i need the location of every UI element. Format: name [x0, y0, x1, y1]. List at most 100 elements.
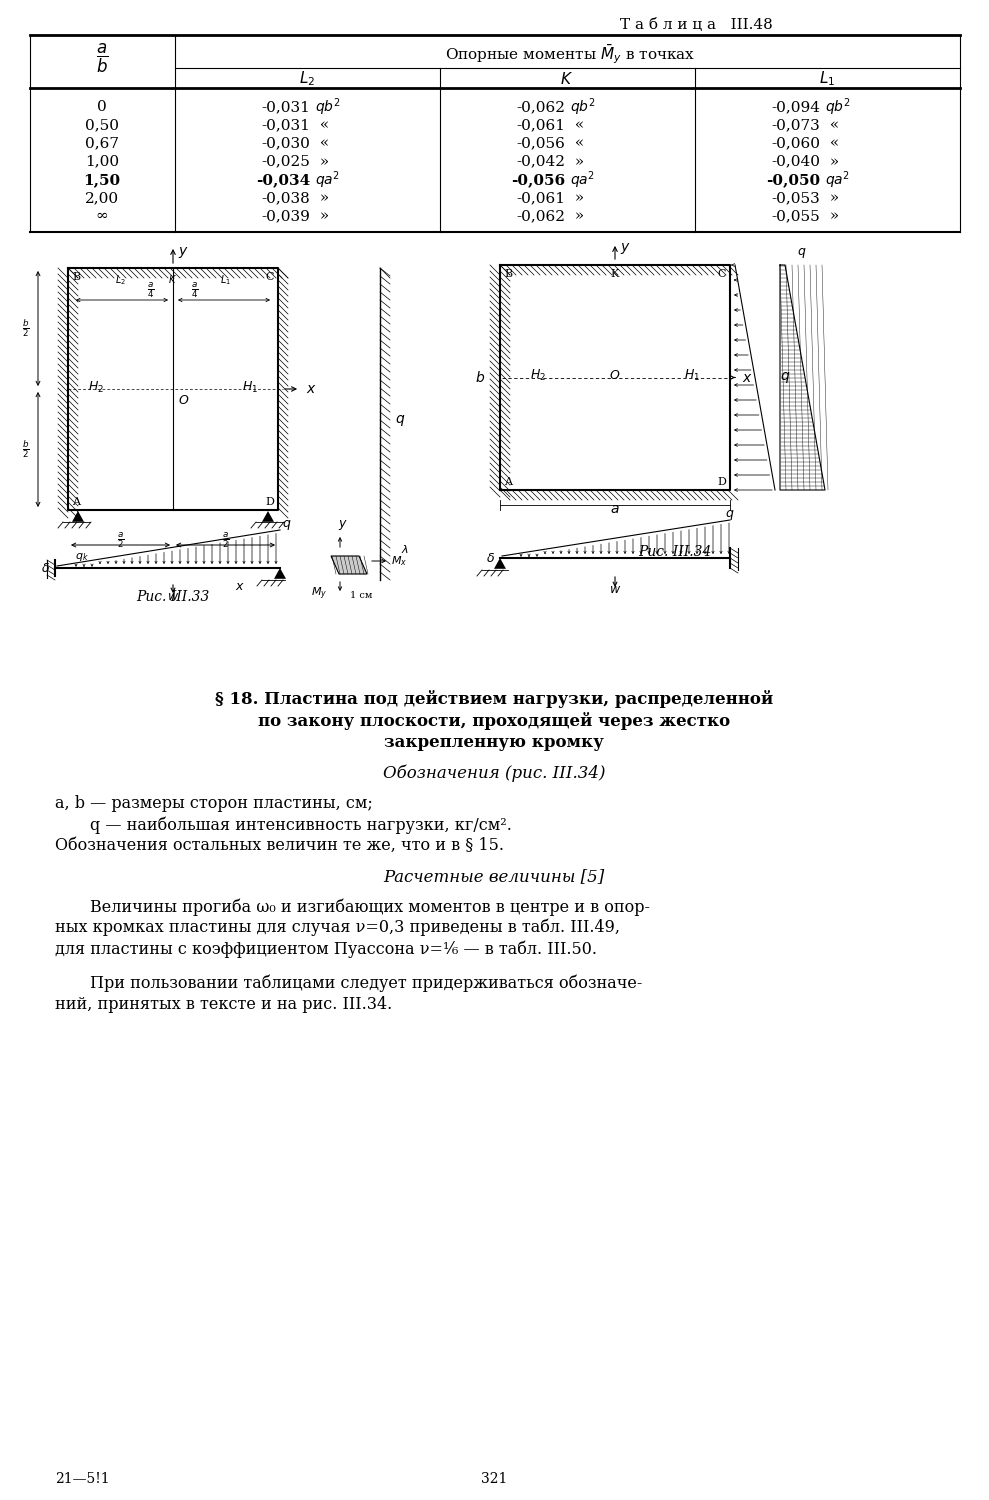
- Text: $a$: $a$: [610, 503, 620, 516]
- Text: $K$: $K$: [561, 70, 574, 87]
- Text: $x$: $x$: [742, 370, 753, 384]
- Text: по закону плоскости, проходящей через жестко: по закону плоскости, проходящей через же…: [258, 712, 730, 730]
- Text: $qa^2$: $qa^2$: [825, 170, 851, 190]
- Text: »: »: [315, 154, 329, 168]
- Text: ных кромках пластины для случая ν=0,3 приведены в табл. III.49,: ных кромках пластины для случая ν=0,3 пр…: [55, 920, 620, 936]
- Text: -0,031: -0,031: [261, 100, 310, 114]
- Text: -0,053: -0,053: [771, 190, 820, 206]
- Text: «: «: [825, 118, 839, 132]
- Text: $w$: $w$: [609, 584, 621, 596]
- Text: »: »: [570, 190, 584, 206]
- Text: $\dfrac{a}{b}$: $\dfrac{a}{b}$: [96, 42, 108, 75]
- Text: $qa^2$: $qa^2$: [570, 170, 595, 190]
- Text: »: »: [315, 190, 329, 206]
- Text: Опорные моменты $\bar{M}_y$ в точках: Опорные моменты $\bar{M}_y$ в точках: [445, 42, 695, 66]
- Text: $q$: $q$: [797, 246, 807, 259]
- Text: $q$: $q$: [725, 509, 735, 522]
- Text: 1,50: 1,50: [83, 172, 121, 188]
- Text: $\frac{a}{2}$: $\frac{a}{2}$: [222, 531, 229, 549]
- Text: $y$: $y$: [178, 244, 189, 260]
- Text: $qa^2$: $qa^2$: [315, 170, 340, 190]
- Text: -0,061: -0,061: [516, 190, 565, 206]
- Text: $H_1$: $H_1$: [242, 380, 258, 394]
- Text: $q$: $q$: [780, 370, 790, 386]
- Text: 1 cм: 1 cм: [350, 591, 373, 600]
- Text: «: «: [315, 118, 329, 132]
- Text: K: K: [611, 268, 619, 279]
- Polygon shape: [262, 512, 274, 522]
- Text: $q$: $q$: [282, 518, 292, 532]
- Text: -0,062: -0,062: [516, 209, 565, 224]
- Text: q — наибольшая интенсивность нагрузки, кг/см².: q — наибольшая интенсивность нагрузки, к…: [90, 816, 512, 834]
- Text: 0: 0: [97, 100, 107, 114]
- Text: $x$: $x$: [235, 580, 245, 592]
- Text: ний, принятых в тексте и на рис. III.34.: ний, принятых в тексте и на рис. III.34.: [55, 996, 393, 1012]
- Polygon shape: [494, 558, 506, 568]
- Text: «: «: [570, 118, 584, 132]
- Text: A: A: [72, 496, 80, 507]
- Text: $K$: $K$: [168, 273, 177, 285]
- Text: § 18. Пластина под действием нагрузки, распределенной: § 18. Пластина под действием нагрузки, р…: [215, 690, 773, 708]
- Text: $y$: $y$: [620, 242, 631, 256]
- Polygon shape: [274, 568, 286, 579]
- Text: »: »: [825, 209, 839, 224]
- Text: -0,056: -0,056: [516, 136, 565, 150]
- Text: -0,050: -0,050: [765, 172, 820, 188]
- Text: $L_1$: $L_1$: [220, 273, 231, 286]
- Text: закрепленную кромку: закрепленную кромку: [384, 734, 604, 752]
- Text: C: C: [265, 272, 274, 282]
- Text: $O$: $O$: [609, 369, 621, 382]
- Text: $L_1$: $L_1$: [819, 69, 835, 88]
- Text: $\frac{a}{4}$: $\frac{a}{4}$: [147, 280, 155, 300]
- Text: -0,042: -0,042: [516, 154, 565, 168]
- Text: -0,094: -0,094: [771, 100, 820, 114]
- Text: $\frac{b}{2}$: $\frac{b}{2}$: [22, 440, 30, 460]
- Text: -0,040: -0,040: [771, 154, 820, 168]
- Text: Обозначения (рис. III.34): Обозначения (рис. III.34): [383, 765, 605, 783]
- Text: $qb^2$: $qb^2$: [825, 96, 851, 118]
- Text: $q$: $q$: [395, 413, 405, 428]
- Text: B: B: [504, 268, 512, 279]
- Text: $qb^2$: $qb^2$: [570, 96, 596, 118]
- Text: D: D: [265, 496, 274, 507]
- Text: $b$: $b$: [475, 370, 485, 386]
- Text: »: »: [825, 190, 839, 206]
- Text: -0,061: -0,061: [516, 118, 565, 132]
- Text: «: «: [825, 136, 839, 150]
- Text: $\frac{a}{4}$: $\frac{a}{4}$: [191, 280, 199, 300]
- Text: A: A: [504, 477, 512, 488]
- Text: $y$: $y$: [338, 518, 348, 532]
- Text: -0,060: -0,060: [771, 136, 820, 150]
- Text: -0,025: -0,025: [261, 154, 310, 168]
- Text: -0,073: -0,073: [771, 118, 820, 132]
- Text: $q_k$: $q_k$: [75, 550, 89, 562]
- Text: $\frac{a}{2}$: $\frac{a}{2}$: [117, 531, 125, 549]
- Text: $\delta$: $\delta$: [486, 552, 495, 564]
- Text: Расчетные величины [5]: Расчетные величины [5]: [384, 868, 604, 885]
- Text: a, b — размеры сторон пластины, см;: a, b — размеры сторон пластины, см;: [55, 795, 373, 812]
- Text: Обозначения остальных величин те же, что и в § 15.: Обозначения остальных величин те же, что…: [55, 837, 504, 854]
- Text: -0,031: -0,031: [261, 118, 310, 132]
- Text: -0,039: -0,039: [261, 209, 310, 224]
- Text: -0,030: -0,030: [261, 136, 310, 150]
- Text: 0,67: 0,67: [85, 136, 119, 150]
- Text: D: D: [717, 477, 726, 488]
- Text: «: «: [570, 136, 584, 150]
- Text: »: »: [570, 154, 584, 168]
- Text: Величины прогиба ω₀ и изгибающих моментов в центре и в опор-: Величины прогиба ω₀ и изгибающих моменто…: [90, 898, 650, 915]
- Text: -0,062: -0,062: [516, 100, 565, 114]
- Text: ∞: ∞: [96, 209, 109, 224]
- Text: $H_2$: $H_2$: [88, 380, 104, 394]
- Text: 0,50: 0,50: [85, 118, 119, 132]
- Text: $\lambda$: $\lambda$: [401, 543, 408, 555]
- Text: Рис. III.33: Рис. III.33: [136, 590, 210, 604]
- Text: $H_2$: $H_2$: [530, 368, 546, 382]
- Text: 2,00: 2,00: [85, 190, 119, 206]
- Text: »: »: [570, 209, 584, 224]
- Text: $\frac{b}{2}$: $\frac{b}{2}$: [22, 318, 30, 339]
- Text: -0,034: -0,034: [256, 172, 310, 188]
- Text: «: «: [315, 136, 329, 150]
- Text: B: B: [72, 272, 80, 282]
- Text: $M_x$: $M_x$: [391, 554, 407, 568]
- Polygon shape: [72, 512, 84, 522]
